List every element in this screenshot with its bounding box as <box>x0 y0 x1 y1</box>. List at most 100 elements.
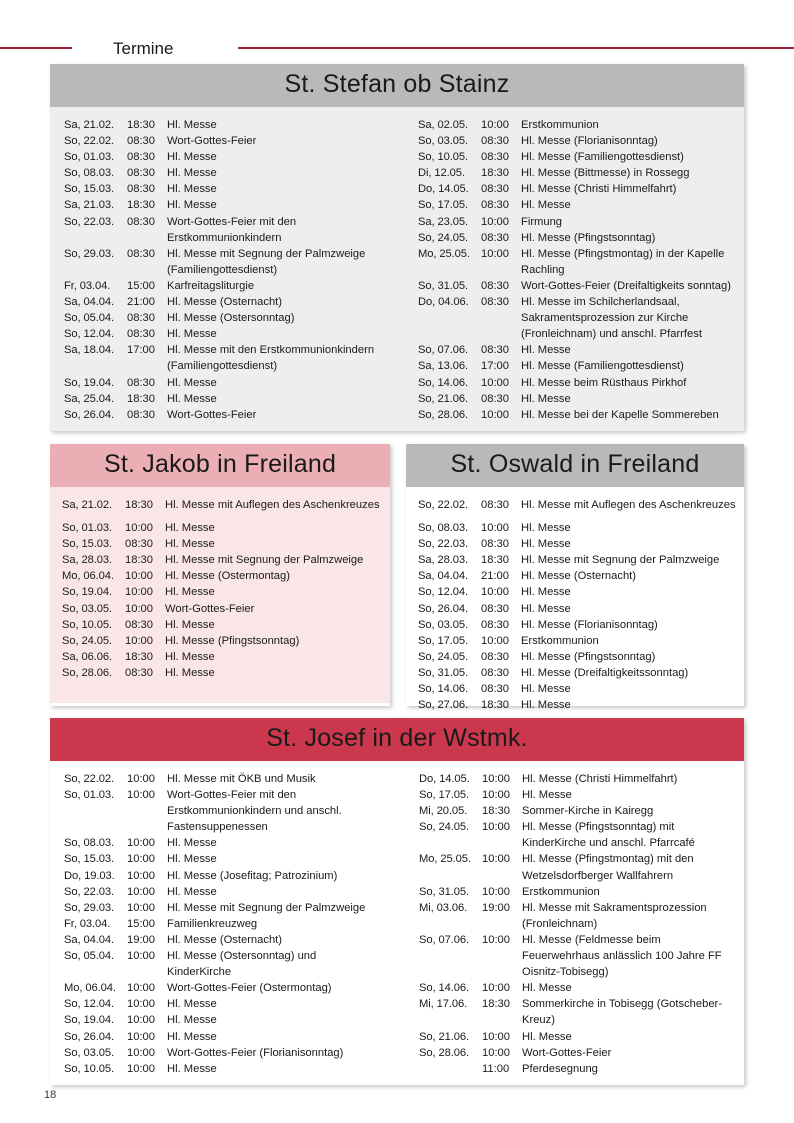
schedule-description: Hl. Messe <box>165 650 215 663</box>
schedule-date: Do, 19.03. <box>64 869 115 882</box>
schedule-time: 08:30 <box>127 167 155 180</box>
schedule-row: So, 28.06. 10:00 Hl. Messe bei der Kapelle… <box>418 407 738 423</box>
schedule-description: Sommer-Kirche in Kairegg <box>522 805 654 818</box>
header-rule-left <box>0 47 72 49</box>
schedule-row: So, 07.06. 08:30 Hl. Messe <box>418 342 738 358</box>
schedule-description: Karfreitagsliturgie <box>167 279 255 292</box>
schedule-time: 10:00 <box>482 933 510 946</box>
schedule-date: So, 22.02. <box>64 135 115 148</box>
schedule-row: So, 01.03. 10:00 Hl. Messe <box>62 520 382 536</box>
schedule-row: Mo, 06.04. 10:00 Wort-Gottes-Feier (Osterm… <box>64 980 383 996</box>
schedule-row: So, 21.06. 08:30 Hl. Messe <box>418 391 738 407</box>
schedule-date: Mi, 20.05. <box>419 805 468 818</box>
schedule-date: Di, 12.05. <box>418 167 465 180</box>
schedule-date: So, 14.06. <box>419 982 470 995</box>
schedule-time: 10:00 <box>481 408 509 421</box>
schedule-row: Mo, 06.04. 10:00 Hl. Messe (Ostermontag) <box>62 568 382 584</box>
schedule-row: So, 01.03. 08:30 Hl. Messe <box>64 149 384 165</box>
schedule-date: So, 22.03. <box>64 885 115 898</box>
schedule-description: Hl. Messe <box>522 789 572 802</box>
schedule-time: 08:30 <box>125 666 153 679</box>
schedule-date: Sa, 28.03. <box>62 554 113 567</box>
schedule-description: Hl. Messe <box>167 199 217 212</box>
schedule-description: Hl. Messe <box>167 1014 217 1027</box>
schedule-time: 10:00 <box>127 1030 155 1043</box>
schedule-row: So, 31.05. 08:30 Hl. Messe (Dreifaltigkeit… <box>418 665 736 681</box>
schedule-row: So, 28.06. 08:30 Hl. Messe <box>62 665 382 681</box>
schedule-time: 08:30 <box>481 666 509 679</box>
schedule-date: Sa, 04.04. <box>418 570 469 583</box>
schedule-date: So, 14.06. <box>418 683 469 696</box>
schedule-date: So, 12.04. <box>418 586 469 599</box>
schedule-date: Sa, 21.02. <box>64 119 115 131</box>
parish-card-st-oswald-in-freiland: St. Oswald in Freiland So, 22.02. 08:30 Hl… <box>406 444 744 711</box>
schedule-row: Sa, 18.04. 17:00 Hl. Messe mit den Erstkom… <box>64 342 384 374</box>
schedule-time: 10:00 <box>482 1046 510 1059</box>
schedule-time: 10:00 <box>481 634 509 647</box>
schedule-date: Sa, 04.04. <box>64 296 115 309</box>
schedule-column-left: So, 22.02. 10:00 Hl. Messe mit ÖKB und Mus… <box>50 771 387 1077</box>
schedule-description: Hl. Messe (Pfingstsonntag) <box>521 650 656 663</box>
schedule-row: So, 19.04. 08:30 Hl. Messe <box>64 375 384 391</box>
schedule-date: Sa, 18.04. <box>64 344 115 357</box>
schedule-description: Hl. Messe <box>167 998 217 1011</box>
schedule-row: Fr, 03.04. 15:00 Familienkreuzweg <box>64 916 383 932</box>
parish-schedule: Sa, 21.02. 18:30 Hl. Messe mit Auflegen de… <box>50 487 390 703</box>
schedule-description: Hl. Messe <box>167 392 217 405</box>
schedule-description: Hl. Messe <box>521 699 571 712</box>
schedule-row: So, 08.03. 10:00 Hl. Messe <box>418 520 736 536</box>
schedule-column-left: Sa, 21.02. 18:30 Hl. Messe So, 22.02. 08:30 W… <box>50 117 388 423</box>
schedule-date: So, 21.06. <box>418 392 469 405</box>
schedule-row: So, 17.05. 08:30 Hl. Messe <box>418 197 738 213</box>
schedule-date: So, 01.03. <box>64 789 115 802</box>
schedule-row: So, 22.02. 08:30 Hl. Messe mit Auflegen de… <box>418 497 736 513</box>
parish-schedule: So, 22.02. 10:00 Hl. Messe mit ÖKB und Mus… <box>50 761 744 1085</box>
schedule-time: 08:30 <box>481 183 509 196</box>
schedule-row: So, 26.04. 08:30 Wort-Gottes-Feier <box>64 407 384 423</box>
schedule-description: Hl. Messe (Pfingstsonntag) mit KinderKir… <box>522 821 695 850</box>
schedule-description: Hl. Messe (Pfingstsonntag) <box>165 634 300 647</box>
schedule-time: 08:30 <box>127 247 155 260</box>
schedule-time: 08:30 <box>481 683 509 696</box>
schedule-date: So, 28.06. <box>419 1046 470 1059</box>
schedule-description: Hl. Messe <box>521 522 571 535</box>
schedule-time: 10:00 <box>481 119 509 131</box>
schedule-date: So, 26.04. <box>64 408 115 421</box>
schedule-description: Hl. Messe <box>165 522 215 535</box>
schedule-description: Hl. Messe beim Rüsthaus Pirkhof <box>521 376 687 389</box>
schedule-description: Hl. Messe (Osternacht) <box>167 933 283 946</box>
schedule-description: Hl. Messe <box>522 982 572 995</box>
schedule-date: So, 24.05. <box>418 650 469 663</box>
schedule-time: 10:00 <box>481 376 509 389</box>
schedule-row: So, 03.05. 08:30 Hl. Messe (Florianisonnta… <box>418 617 736 633</box>
schedule-row: So, 12.04. 08:30 Hl. Messe <box>64 326 384 342</box>
schedule-time: 08:30 <box>481 538 509 551</box>
schedule-description: Hl. Messe <box>167 328 217 341</box>
schedule-time: 10:00 <box>482 789 510 802</box>
schedule-date: Sa, 02.05. <box>418 119 469 131</box>
schedule-row: So, 07.06. 10:00 Hl. Messe (Feldmesse beim… <box>419 932 738 980</box>
schedule-description: Hl. Messe <box>521 683 571 696</box>
schedule-time: 08:30 <box>127 328 155 341</box>
schedule-row: So, 01.03. 10:00 Wort-Gottes-Feier mit den… <box>64 787 383 835</box>
page-header: Termine <box>0 38 794 60</box>
schedule-date: So, 05.04. <box>64 312 115 325</box>
schedule-time: 10:00 <box>125 570 153 583</box>
schedule-row: So, 22.03. 08:30 Hl. Messe <box>418 536 736 552</box>
schedule-row: Fr, 03.04. 15:00 Karfreitagsliturgie <box>64 278 384 294</box>
schedule-description: Hl. Messe <box>167 885 217 898</box>
schedule-time: 08:30 <box>127 151 155 164</box>
schedule-description: Firmung <box>521 215 563 228</box>
schedule-time: 10:00 <box>125 634 153 647</box>
header-rule-right <box>238 47 794 49</box>
schedule-date: So, 08.03. <box>64 167 115 180</box>
schedule-date: So, 03.05. <box>418 618 469 631</box>
schedule-time: 21:00 <box>127 296 155 309</box>
schedule-time: 10:00 <box>125 522 153 535</box>
schedule-row: Mi, 17.06. 18:30 Sommerkirche in Tobisegg … <box>419 996 738 1028</box>
schedule-date: So, 10.05. <box>62 618 113 631</box>
schedule-row: Mo, 25.05. 10:00 Hl. Messe (Pfingstmontag)… <box>418 246 738 278</box>
schedule-date: So, 17.05. <box>419 789 470 802</box>
schedule-time: 08:30 <box>481 344 509 357</box>
schedule-date: Fr, 03.04. <box>64 917 111 930</box>
